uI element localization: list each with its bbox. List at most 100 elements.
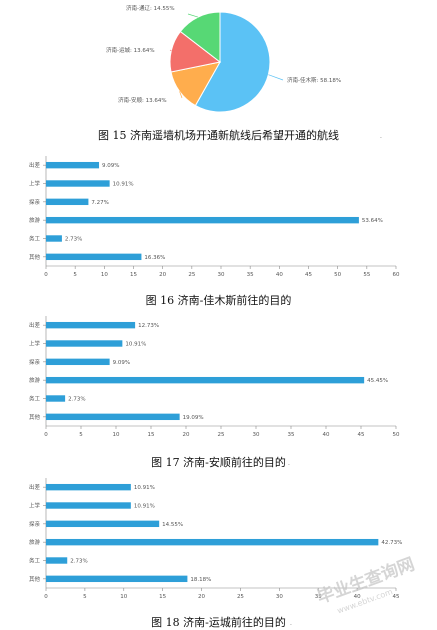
- x-tick-label: 25: [218, 432, 225, 438]
- x-tick-label: 25: [237, 594, 244, 600]
- bar: [46, 180, 110, 187]
- x-tick-label: 40: [276, 272, 283, 278]
- figure-16-caption: 图 16 济南-佳木斯前往的目的: [145, 294, 292, 307]
- paragraph-mark: .: [288, 460, 290, 467]
- x-tick-label: 50: [334, 272, 341, 278]
- bar-value-label: 9.09%: [113, 360, 130, 366]
- pie-slice-label: 济南-佳木斯: 58.18%: [287, 76, 341, 84]
- y-tick-label: 上学: [29, 502, 41, 510]
- pie-slice-label: 济南-运城: 13.64%: [106, 46, 155, 54]
- bar-value-label: 10.91%: [113, 182, 134, 188]
- bar: [46, 235, 62, 242]
- y-tick-label: 其他: [29, 253, 41, 261]
- x-tick-label: 20: [183, 432, 190, 438]
- x-tick-label: 15: [159, 594, 166, 600]
- x-tick-label: 10: [120, 594, 127, 600]
- y-tick-label: 出差: [29, 483, 41, 491]
- bar: [46, 483, 131, 491]
- y-tick-label: 其他: [29, 575, 41, 583]
- y-tick-label: 务工: [29, 557, 41, 565]
- x-tick-label: 0: [44, 272, 48, 278]
- bar-value-label: 19.09%: [183, 415, 204, 421]
- x-tick-label: 35: [315, 594, 322, 600]
- bar-value-label: 10.91%: [134, 504, 155, 510]
- x-tick-label: 0: [44, 432, 48, 438]
- x-tick-label: 40: [354, 594, 361, 600]
- y-tick-label: 务工: [29, 235, 41, 243]
- y-tick-label: 探亲: [29, 520, 41, 528]
- x-tick-label: 30: [218, 272, 225, 278]
- bar: [46, 358, 110, 366]
- x-tick-label: 20: [159, 272, 166, 278]
- bar-value-label: 42.73%: [381, 540, 402, 546]
- bar: [46, 520, 160, 528]
- bar-value-label: 10.91%: [134, 485, 155, 491]
- bar: [46, 340, 123, 347]
- figure-15-caption: 图 15 济南遥墙机场开通新航线后希望开通的航线: [98, 129, 339, 142]
- y-tick-label: 旅游: [29, 376, 41, 384]
- x-tick-label: 60: [393, 272, 400, 278]
- x-tick-label: 45: [393, 594, 400, 600]
- bar: [46, 198, 89, 206]
- figure-18-caption: 图 18 济南-运城前往的目的: [151, 616, 286, 629]
- bar-value-label: 2.73%: [68, 397, 85, 403]
- bar-value-label: 53.64%: [362, 218, 383, 224]
- bar-value-label: 18.18%: [190, 577, 211, 583]
- x-tick-label: 25: [188, 272, 195, 278]
- bar-value-label: 10.91%: [125, 342, 146, 348]
- y-tick-label: 出差: [29, 161, 41, 169]
- figure-17-caption: 图 17 济南-安顺前往的目的: [151, 456, 286, 469]
- bar: [46, 575, 188, 583]
- x-tick-label: 35: [288, 432, 295, 438]
- bar: [46, 376, 365, 384]
- x-tick-label: 10: [101, 272, 108, 278]
- x-tick-label: 5: [73, 272, 77, 278]
- bar-value-label: 14.55%: [162, 522, 183, 528]
- leader-line: [268, 74, 284, 81]
- watermark: 毕业生查询网 www.ebtv.com: [308, 548, 437, 618]
- bar: [46, 538, 379, 546]
- anshun-purpose-bar-chart: 0 5 10 15 20 25 30 35 40 45 50 出差 12.73% 上学 10.91% 探亲 9.…: [29, 316, 400, 438]
- bar-value-label: 12.73%: [138, 323, 159, 329]
- x-tick-label: 5: [79, 432, 83, 438]
- x-tick-label: 45: [358, 432, 365, 438]
- pie-slice: [194, 11, 271, 113]
- x-tick-label: 10: [113, 432, 120, 438]
- bar-value-label: 9.09%: [102, 163, 119, 169]
- y-tick-label: 探亲: [29, 358, 41, 366]
- y-tick-label: 探亲: [29, 198, 41, 206]
- bar: [46, 413, 180, 421]
- x-tick-label: 0: [44, 594, 48, 600]
- x-tick-label: 35: [247, 272, 254, 278]
- bar: [46, 216, 359, 224]
- x-tick-label: 5: [83, 594, 87, 600]
- yuncheng-purpose-bar-chart: 0 5 10 15 20 25 30 35 40 45 出差 10.91% 上学 10.91% 探亲 14.5…: [29, 478, 402, 600]
- jiamusi-purpose-bar-chart: 0 5 10 15 20 25 30 35 40 45 50 55 60 出差 9.09% 上学 10.91% 探…: [29, 156, 400, 278]
- y-tick-label: 旅游: [29, 538, 41, 546]
- bar-value-label: 7.27%: [91, 200, 108, 206]
- x-tick-label: 15: [130, 272, 137, 278]
- paragraph-mark: .: [288, 298, 290, 305]
- pie-slice-label: 济南-安顺: 13.64%: [118, 96, 167, 104]
- paragraph-mark: .: [380, 133, 382, 140]
- bar: [46, 557, 68, 564]
- y-tick-label: 务工: [29, 395, 41, 403]
- leader-line: [179, 91, 183, 99]
- bar: [46, 161, 100, 169]
- x-tick-label: 30: [276, 594, 283, 600]
- y-tick-label: 其他: [29, 413, 41, 421]
- y-tick-label: 上学: [29, 340, 41, 348]
- pie-slice: [179, 11, 221, 64]
- bar: [46, 395, 66, 402]
- pie-slice-label: 济南-通辽: 14.55%: [126, 4, 175, 12]
- paragraph-mark: .: [290, 620, 292, 627]
- x-tick-label: 15: [148, 432, 155, 438]
- y-tick-label: 上学: [29, 180, 41, 188]
- bar: [46, 321, 136, 329]
- x-tick-label: 50: [393, 432, 400, 438]
- bar: [46, 502, 131, 509]
- destination-pie-chart: 济南-佳木斯: 58.18% 济南-安顺: 13.64% 济南-运城: 13.64%…: [106, 4, 341, 113]
- bar-value-label: 45.45%: [367, 378, 388, 384]
- leader-line: [187, 13, 199, 18]
- y-tick-label: 出差: [29, 321, 41, 329]
